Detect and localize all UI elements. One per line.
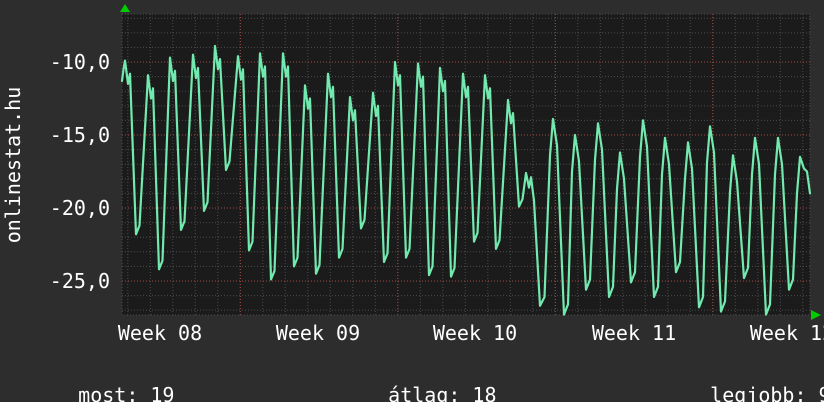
stat-atlag-label: átlag: (388, 383, 461, 402)
y-axis-tick-label: -25,0 (49, 268, 110, 293)
y-axis-arrow-icon (120, 4, 130, 12)
x-axis-week-label: Week 08 (117, 321, 203, 345)
stat-most-label: most: (78, 383, 139, 402)
stat-most: most: 19 (30, 359, 174, 402)
x-axis-week-label: Week 12 (749, 321, 824, 345)
stat-legjobb-label: legjobb: (710, 383, 807, 402)
x-axis-week-label: Week 10 (432, 321, 518, 345)
x-axis-arrow-icon (811, 310, 821, 320)
y-axis-tick-label: -20,0 (49, 196, 110, 220)
watermark-text: onlinestat.hu (1, 86, 25, 244)
stat-legjobb: legjobb: 9 (662, 359, 824, 402)
stat-atlag: átlag: 18 (340, 359, 497, 402)
plot-border (121, 13, 811, 316)
x-axis-week-label: Week 09 (275, 321, 361, 345)
x-axis-week-label: Week 11 (591, 321, 677, 345)
data-line (120, 44, 812, 316)
stat-legjobb-value: 9 (819, 383, 824, 402)
y-axis-tick-label: -15,0 (49, 123, 110, 147)
y-axis-tick-label: -10,0 (49, 50, 110, 75)
stat-atlag-value: 18 (472, 383, 497, 402)
stat-most-value: 19 (150, 383, 175, 402)
